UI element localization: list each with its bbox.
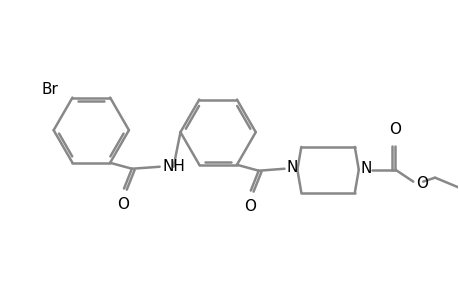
Text: N: N xyxy=(360,161,371,176)
Text: Br: Br xyxy=(42,82,58,97)
Text: O: O xyxy=(243,200,255,214)
Text: NH: NH xyxy=(162,159,185,174)
Text: O: O xyxy=(117,197,129,212)
Text: O: O xyxy=(389,122,401,137)
Text: N: N xyxy=(286,160,297,175)
Text: O: O xyxy=(415,176,427,191)
